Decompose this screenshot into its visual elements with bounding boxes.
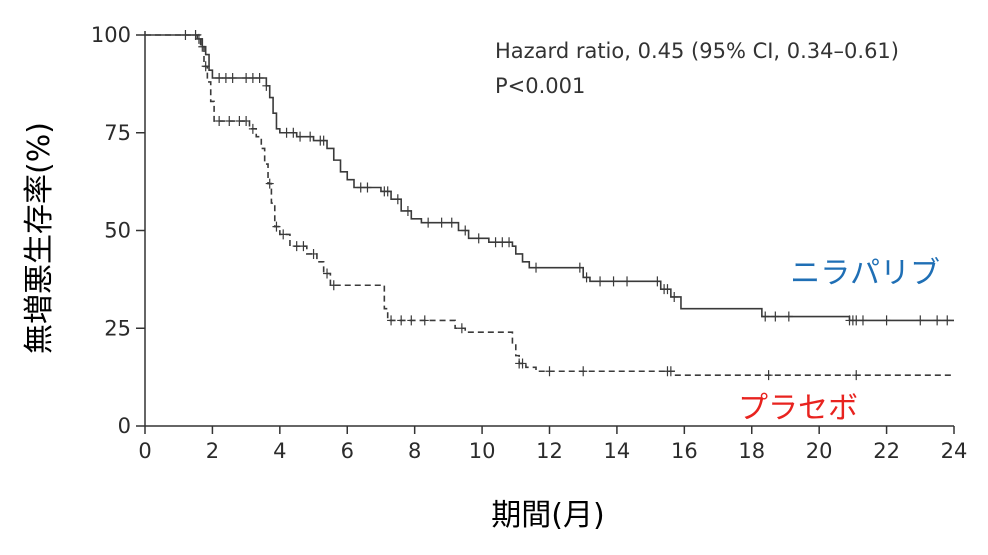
- censor-mark-niraparib: [498, 237, 507, 248]
- series-label-placebo: プラセボ: [738, 391, 858, 426]
- censor-mark-niraparib: [882, 315, 891, 326]
- censor-mark-niraparib: [761, 311, 770, 322]
- censor-mark-niraparib: [609, 276, 618, 287]
- censor-mark-niraparib: [215, 73, 224, 84]
- censor-mark-niraparib: [532, 262, 541, 273]
- x-tick-label: 14: [604, 439, 631, 463]
- censor-mark-niraparib: [943, 315, 952, 326]
- x-tick-label: 22: [873, 439, 900, 463]
- censor-mark-niraparib: [424, 217, 433, 228]
- censor-mark-niraparib: [933, 315, 942, 326]
- censor-mark-placebo: [545, 366, 554, 377]
- censor-mark-niraparib: [363, 182, 372, 193]
- censor-mark-placebo: [292, 241, 301, 252]
- censor-mark-niraparib: [255, 73, 264, 84]
- censor-mark-niraparib: [383, 186, 392, 197]
- censor-mark-niraparib: [670, 291, 679, 302]
- censor-mark-niraparib: [221, 73, 230, 84]
- censor-mark-placebo: [397, 315, 406, 326]
- p-value-annotation: P<0.001: [495, 74, 585, 98]
- x-tick-label: 8: [408, 439, 421, 463]
- censor-mark-placebo: [407, 315, 416, 326]
- x-tick-label: 18: [738, 439, 765, 463]
- x-axis-title: 期間(月): [491, 498, 604, 533]
- censor-mark-placebo: [666, 366, 675, 377]
- censor-mark-placebo: [764, 370, 773, 381]
- censor-mark-niraparib: [198, 41, 207, 52]
- x-tick-label: 16: [671, 439, 698, 463]
- censor-mark-placebo: [225, 116, 234, 127]
- x-tick-label: 6: [341, 439, 354, 463]
- censor-mark-niraparib: [491, 237, 500, 248]
- y-axis-title: 無増悪生存率(%): [22, 122, 57, 354]
- x-tick-label: 24: [941, 439, 968, 463]
- censor-mark-placebo: [279, 229, 288, 240]
- x-tick-label: 0: [138, 439, 151, 463]
- censor-mark-niraparib: [852, 315, 861, 326]
- censor-mark-placebo: [215, 116, 224, 127]
- censor-mark-placebo: [420, 315, 429, 326]
- censor-mark-niraparib: [653, 276, 662, 287]
- x-tick-label: 10: [469, 439, 496, 463]
- censor-mark-placebo: [852, 370, 861, 381]
- y-tick-label: 75: [104, 121, 131, 145]
- censor-mark-placebo: [323, 268, 332, 279]
- censor-mark-niraparib: [771, 311, 780, 322]
- series-line-placebo: [145, 34, 954, 376]
- censor-mark-niraparib: [282, 127, 291, 138]
- censor-mark-niraparib: [858, 315, 867, 326]
- censor-mark-placebo: [309, 248, 318, 259]
- censor-mark-placebo: [329, 280, 338, 291]
- censor-mark-niraparib: [784, 311, 793, 322]
- censor-mark-niraparib: [289, 127, 298, 138]
- x-tick-label: 12: [536, 439, 563, 463]
- censor-mark-niraparib: [262, 80, 271, 91]
- text-layer: Hazard ratio, 0.45 (95% CI, 0.34–0.61) P…: [22, 39, 940, 533]
- censor-mark-placebo: [235, 116, 244, 127]
- censor-mark-niraparib: [248, 73, 257, 84]
- censor-mark-placebo: [201, 61, 210, 72]
- y-tick-label: 0: [118, 414, 131, 438]
- x-tick-label: 4: [273, 439, 286, 463]
- censor-mark-niraparib: [319, 135, 328, 146]
- censor-mark-niraparib: [296, 131, 305, 142]
- censor-mark-placebo: [272, 221, 281, 232]
- censor-mark-placebo: [299, 241, 308, 252]
- censor-mark-placebo: [242, 116, 251, 127]
- censor-mark-niraparib: [228, 73, 237, 84]
- censor-mark-placebo: [457, 323, 466, 334]
- censor-mark-niraparib: [447, 217, 456, 228]
- censor-mark-niraparib: [663, 284, 672, 295]
- censor-mark-placebo: [387, 315, 396, 326]
- censor-mark-niraparib: [356, 182, 365, 193]
- hazard-ratio-annotation: Hazard ratio, 0.45 (95% CI, 0.34–0.61): [495, 39, 899, 63]
- x-tick-label: 2: [206, 439, 219, 463]
- censor-mark-placebo: [518, 358, 527, 369]
- censor-mark-niraparib: [306, 131, 315, 142]
- censor-mark-niraparib: [505, 237, 514, 248]
- y-tick-label: 50: [104, 219, 131, 243]
- censor-mark-placebo: [579, 366, 588, 377]
- censor-mark-niraparib: [242, 73, 251, 84]
- x-tick-label: 20: [806, 439, 833, 463]
- censor-mark-placebo: [248, 123, 257, 134]
- series-layer: [145, 30, 954, 381]
- y-tick-label: 25: [104, 316, 131, 340]
- censor-mark-niraparib: [575, 262, 584, 273]
- censor-mark-niraparib: [596, 276, 605, 287]
- censor-mark-niraparib: [403, 205, 412, 216]
- censor-mark-niraparib: [437, 217, 446, 228]
- censor-mark-niraparib: [916, 315, 925, 326]
- censor-mark-placebo: [265, 178, 274, 189]
- censor-mark-niraparib: [623, 276, 632, 287]
- censor-mark-niraparib: [461, 225, 470, 236]
- censor-mark-niraparib: [393, 194, 402, 205]
- censor-mark-niraparib: [582, 272, 591, 283]
- y-tick-label: 100: [91, 23, 131, 47]
- censor-mark-niraparib: [474, 233, 483, 244]
- series-label-niraparib: ニラパリブ: [790, 256, 940, 291]
